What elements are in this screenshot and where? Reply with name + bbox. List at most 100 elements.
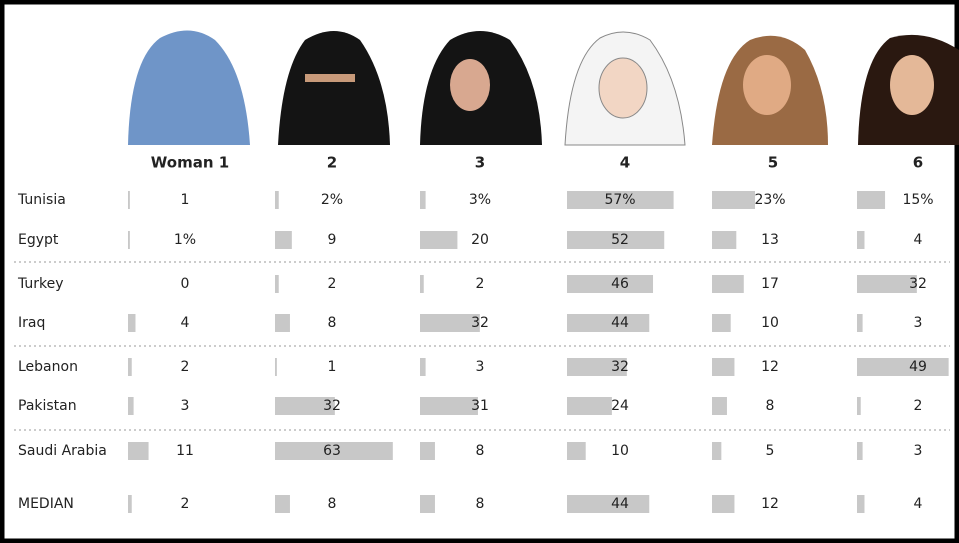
row-label: MEDIAN	[18, 496, 74, 512]
value-label: 12	[761, 496, 779, 512]
value-label: 23%	[754, 192, 785, 208]
portrait-face	[890, 55, 934, 115]
value-label: 57%	[604, 192, 635, 208]
value-label: 5	[766, 443, 775, 459]
value-label: 13	[761, 232, 779, 248]
bar	[857, 442, 863, 460]
value-label: 1%	[174, 232, 196, 248]
column-header: 5	[768, 154, 778, 172]
bar	[420, 397, 478, 415]
value-label: 2%	[321, 192, 343, 208]
column-header: 6	[913, 154, 923, 172]
value-label: 3	[914, 443, 923, 459]
row-label: Turkey	[17, 276, 64, 292]
chart: Tunisia Egypt Turkey Iraq Lebanon Pakistan Sau…	[0, 0, 959, 543]
value-label: 2	[476, 276, 485, 292]
bar	[275, 231, 292, 249]
value-label: 32	[909, 276, 927, 292]
bar	[275, 191, 279, 209]
value-label: 32	[471, 315, 489, 331]
bar	[128, 442, 149, 460]
bar	[420, 358, 426, 376]
bar	[567, 442, 586, 460]
bar	[857, 275, 917, 293]
bar	[712, 191, 755, 209]
bar	[420, 442, 435, 460]
value-label: 17	[761, 276, 779, 292]
bar	[275, 358, 277, 376]
portrait-face	[599, 58, 647, 118]
value-label: 10	[761, 315, 779, 331]
bar	[712, 358, 734, 376]
value-label: 4	[914, 232, 923, 248]
value-label: 2	[181, 359, 190, 375]
value-label: 8	[328, 496, 337, 512]
value-label: 32	[611, 359, 629, 375]
value-label: 44	[611, 315, 629, 331]
bar	[857, 495, 864, 513]
value-label: 20	[471, 232, 489, 248]
bar	[857, 191, 885, 209]
value-label: 4	[181, 315, 190, 331]
value-label: 9	[328, 232, 337, 248]
bar	[275, 495, 290, 513]
bar	[128, 358, 132, 376]
column-header: 2	[327, 154, 337, 172]
bar	[712, 231, 736, 249]
bar	[420, 191, 426, 209]
value-label: 11	[176, 443, 194, 459]
bar	[567, 275, 653, 293]
bar	[128, 231, 130, 249]
value-label: 0	[181, 276, 190, 292]
portrait-face	[450, 59, 490, 111]
bar	[275, 275, 279, 293]
column-header: Woman 1	[151, 154, 229, 172]
column-header: 4	[620, 154, 630, 172]
bar	[857, 397, 861, 415]
value-label: 1	[181, 192, 190, 208]
value-label: 3	[181, 398, 190, 414]
bar	[420, 231, 457, 249]
column-header: 3	[475, 154, 485, 172]
row-label: Tunisia	[17, 192, 66, 208]
row-label: Egypt	[18, 232, 59, 248]
value-label: 8	[328, 315, 337, 331]
value-label: 3%	[469, 192, 491, 208]
bar	[420, 275, 424, 293]
bar	[128, 397, 134, 415]
bar	[420, 495, 435, 513]
value-label: 44	[611, 496, 629, 512]
value-label: 63	[323, 443, 341, 459]
bar	[712, 495, 734, 513]
bar	[857, 314, 863, 332]
row-label: Iraq	[18, 315, 45, 331]
value-label: 2	[914, 398, 923, 414]
row-label: Pakistan	[18, 398, 77, 414]
value-label: 10	[611, 443, 629, 459]
value-label: 3	[476, 359, 485, 375]
bar	[128, 191, 130, 209]
value-label: 8	[476, 496, 485, 512]
portrait-eyes	[305, 74, 355, 82]
bar	[567, 495, 649, 513]
value-label: 2	[181, 496, 190, 512]
value-label: 12	[761, 359, 779, 375]
bar	[712, 442, 721, 460]
row-label: Saudi Arabia	[18, 443, 107, 459]
bar	[275, 314, 290, 332]
bar	[128, 495, 132, 513]
value-label: 46	[611, 276, 629, 292]
value-label: 32	[323, 398, 341, 414]
value-label: 24	[611, 398, 629, 414]
bar	[857, 358, 949, 376]
bar	[128, 314, 135, 332]
bar	[567, 314, 649, 332]
value-label: 2	[328, 276, 337, 292]
bar	[567, 397, 612, 415]
value-label: 4	[914, 496, 923, 512]
bar	[712, 314, 731, 332]
row-label: Lebanon	[18, 359, 78, 375]
bar	[712, 397, 727, 415]
value-label: 8	[476, 443, 485, 459]
bar	[857, 231, 864, 249]
